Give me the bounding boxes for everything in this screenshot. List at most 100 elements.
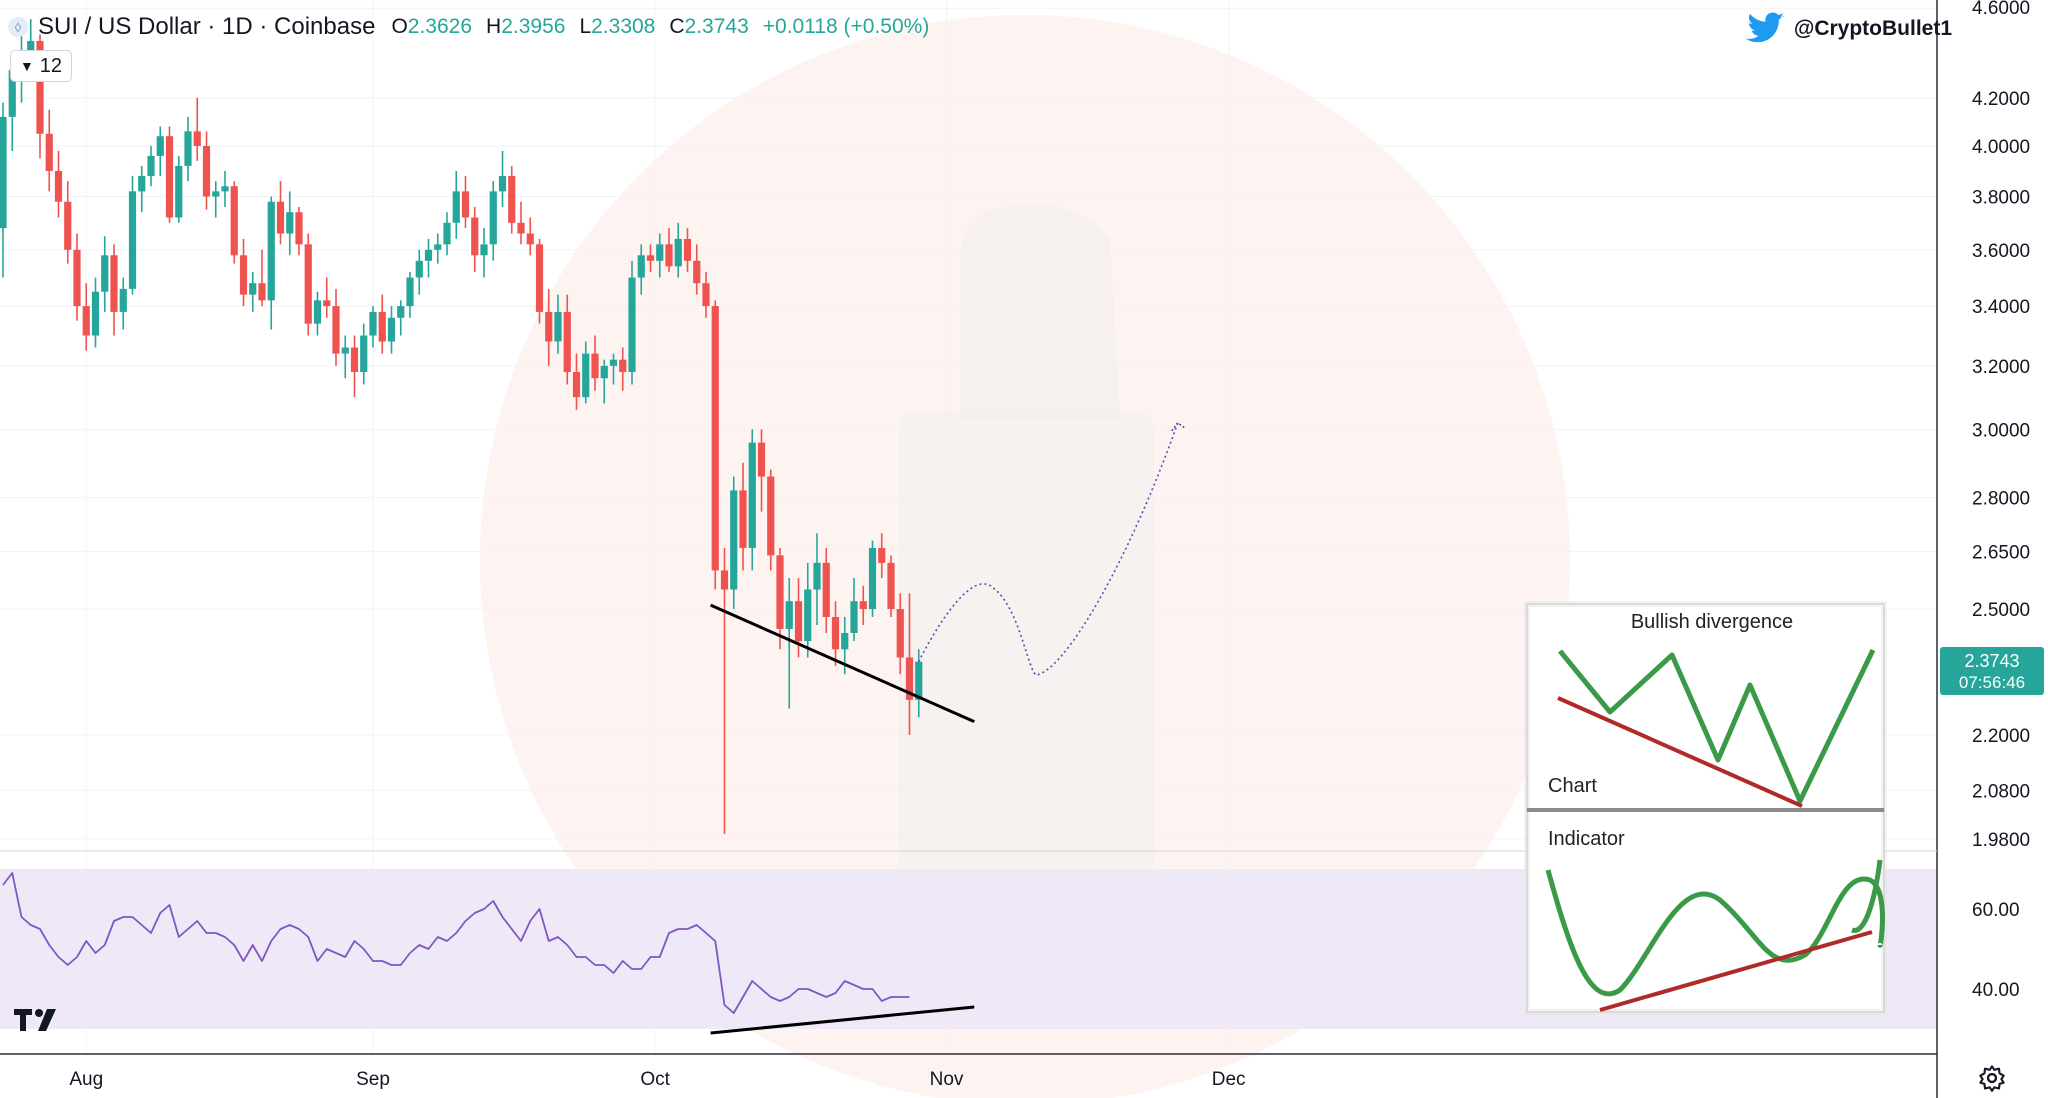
candle	[508, 165, 516, 234]
candle	[471, 206, 479, 272]
price-tick-label: 2.2000	[1972, 726, 2030, 747]
symbol-title[interactable]: SUI / US Dollar · 1D · Coinbase	[38, 13, 376, 40]
candle-body	[45, 133, 53, 171]
candle	[730, 476, 738, 610]
candle-body	[443, 222, 451, 245]
candle	[138, 165, 146, 213]
candle-body	[804, 589, 812, 642]
candle	[184, 116, 192, 182]
high-value: 2.3956	[501, 15, 566, 38]
low-label: L	[579, 15, 592, 38]
candle-body	[859, 601, 867, 610]
candle-body	[249, 283, 257, 295]
price-tick-label: 3.2000	[1972, 357, 2030, 378]
candle-body	[138, 176, 146, 192]
candle-body	[397, 306, 405, 318]
candle-body	[471, 217, 479, 256]
candle-body	[110, 255, 118, 312]
open-label: O	[391, 15, 408, 38]
candle	[600, 359, 608, 404]
candle-body	[831, 616, 840, 650]
candle-body	[757, 442, 766, 477]
candle	[304, 233, 312, 336]
candle-body	[434, 244, 442, 250]
candle	[91, 277, 100, 348]
candle	[64, 181, 72, 264]
candle-body	[813, 562, 821, 590]
candle-body	[878, 547, 886, 563]
candle	[720, 547, 729, 834]
candle-body	[896, 609, 904, 658]
candle-body	[461, 191, 470, 218]
candle	[683, 228, 692, 272]
candle-body	[748, 442, 756, 548]
candle	[360, 323, 368, 385]
candle-body	[212, 191, 220, 197]
candle	[711, 300, 719, 590]
candle-body	[101, 255, 109, 292]
watermark-circle	[480, 15, 1570, 1098]
time-tick-label: Nov	[930, 1069, 964, 1090]
candle-body	[378, 311, 386, 342]
open-value: 2.3626	[407, 15, 473, 38]
candle	[850, 578, 858, 642]
candle-body	[508, 176, 516, 223]
candle-body	[739, 490, 747, 548]
candle-body	[794, 601, 803, 642]
price-tick-label: 1.9800	[1972, 830, 2030, 851]
candle	[693, 244, 701, 295]
candle-body	[193, 131, 201, 146]
candle-body	[313, 300, 322, 324]
inset-indicator-label: Indicator	[1548, 828, 1625, 850]
candle-body	[156, 136, 164, 156]
candle	[776, 547, 784, 650]
candle	[887, 555, 895, 617]
price-tick-label: 3.4000	[1972, 297, 2030, 318]
rsi-axis[interactable]: 60.00 40.00	[1972, 900, 2020, 1001]
settings-gear-icon[interactable]	[1978, 1064, 2006, 1092]
candle	[156, 126, 164, 177]
candle	[582, 341, 590, 404]
candle-body	[286, 212, 294, 234]
rsi-tick-label: 40.00	[1972, 980, 2020, 1001]
candle-body	[323, 300, 331, 307]
candle-body	[822, 562, 830, 617]
inset-chart-label: Chart	[1548, 775, 1597, 797]
candle-body	[27, 40, 35, 53]
candles	[0, 19, 923, 834]
candle	[276, 181, 285, 245]
time-tick-label: Aug	[69, 1069, 103, 1090]
price-axis[interactable]: 4.6000 4.2000 4.0000 3.8000 3.6000 3.4000 3.20…	[1972, 0, 2030, 851]
candle	[230, 181, 238, 264]
candle-body	[711, 306, 719, 571]
candle	[480, 228, 488, 278]
price-tick-label: 2.5000	[1972, 600, 2030, 621]
candle	[313, 291, 322, 336]
time-axis[interactable]: Aug Sep Oct Nov Dec	[69, 1069, 1245, 1090]
indicators-toggle-button[interactable]: ▼ 12	[10, 50, 72, 82]
candle-body	[545, 311, 553, 342]
candle-body	[304, 244, 312, 324]
candle-body	[489, 191, 497, 245]
inset-price-trendline	[1557, 696, 1803, 808]
candle	[434, 233, 442, 264]
bullish-divergence-inset: Bullish divergence Chart Indicator	[1524, 601, 1887, 1015]
candle-body	[498, 176, 507, 192]
candle-body	[387, 317, 396, 342]
candle	[101, 236, 109, 312]
candle	[202, 131, 211, 210]
candle	[175, 155, 183, 223]
candle	[739, 462, 747, 571]
tradingview-logo-icon[interactable]	[14, 1007, 62, 1041]
candle-body	[221, 186, 229, 192]
candle	[878, 533, 886, 579]
candle	[563, 294, 571, 385]
candle	[572, 353, 581, 410]
price-tick-label: 4.2000	[1972, 89, 2030, 110]
candle-body	[369, 311, 377, 336]
candle-body	[184, 131, 192, 166]
candle	[415, 249, 423, 295]
candle-body	[841, 632, 849, 650]
last-price-value: 2.3743	[1964, 651, 2019, 671]
